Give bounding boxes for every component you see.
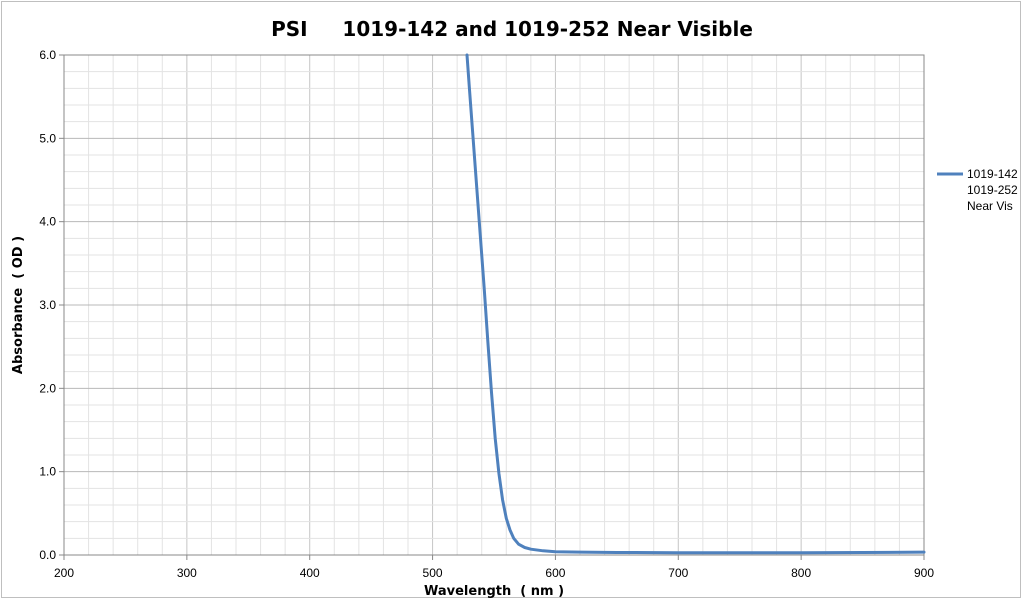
legend-entry-label: 1019-142 bbox=[967, 167, 1018, 181]
x-tick-label: 700 bbox=[668, 566, 688, 580]
y-tick-label: 6.0 bbox=[39, 48, 56, 62]
x-tick-label: 800 bbox=[791, 566, 811, 580]
legend: 1019-142 1019-252 Near Vis bbox=[937, 167, 1018, 213]
series-layer bbox=[465, 53, 926, 555]
y-axis-label: Absorbance ( OD ) bbox=[11, 236, 26, 374]
grid bbox=[64, 55, 924, 555]
x-tick-label: 600 bbox=[545, 566, 565, 580]
legend-entry-label: Near Vis bbox=[967, 199, 1013, 213]
y-tick-label: 3.0 bbox=[39, 298, 56, 312]
legend-entry-label: 1019-252 bbox=[967, 183, 1018, 197]
x-tick-label: 500 bbox=[423, 566, 443, 580]
x-tick-label: 900 bbox=[914, 566, 934, 580]
x-axis-ticks: 200 300 400 500 600 700 800 900 bbox=[54, 555, 934, 580]
y-tick-label: 5.0 bbox=[39, 131, 56, 145]
y-tick-label: 0.0 bbox=[39, 548, 56, 562]
y-axis-ticks: 0.0 1.0 2.0 3.0 4.0 5.0 6.0 bbox=[39, 48, 64, 562]
chart-title: PSI 1019-142 and 1019-252 Near Visible bbox=[271, 17, 753, 41]
y-tick-label: 4.0 bbox=[39, 215, 56, 229]
series-line bbox=[465, 53, 926, 555]
y-tick-label: 1.0 bbox=[39, 465, 56, 479]
x-tick-label: 400 bbox=[300, 566, 320, 580]
x-tick-label: 200 bbox=[54, 566, 74, 580]
y-tick-label: 2.0 bbox=[39, 381, 56, 395]
x-tick-label: 300 bbox=[177, 566, 197, 580]
x-axis-label: Wavelength ( nm ) bbox=[424, 584, 564, 599]
